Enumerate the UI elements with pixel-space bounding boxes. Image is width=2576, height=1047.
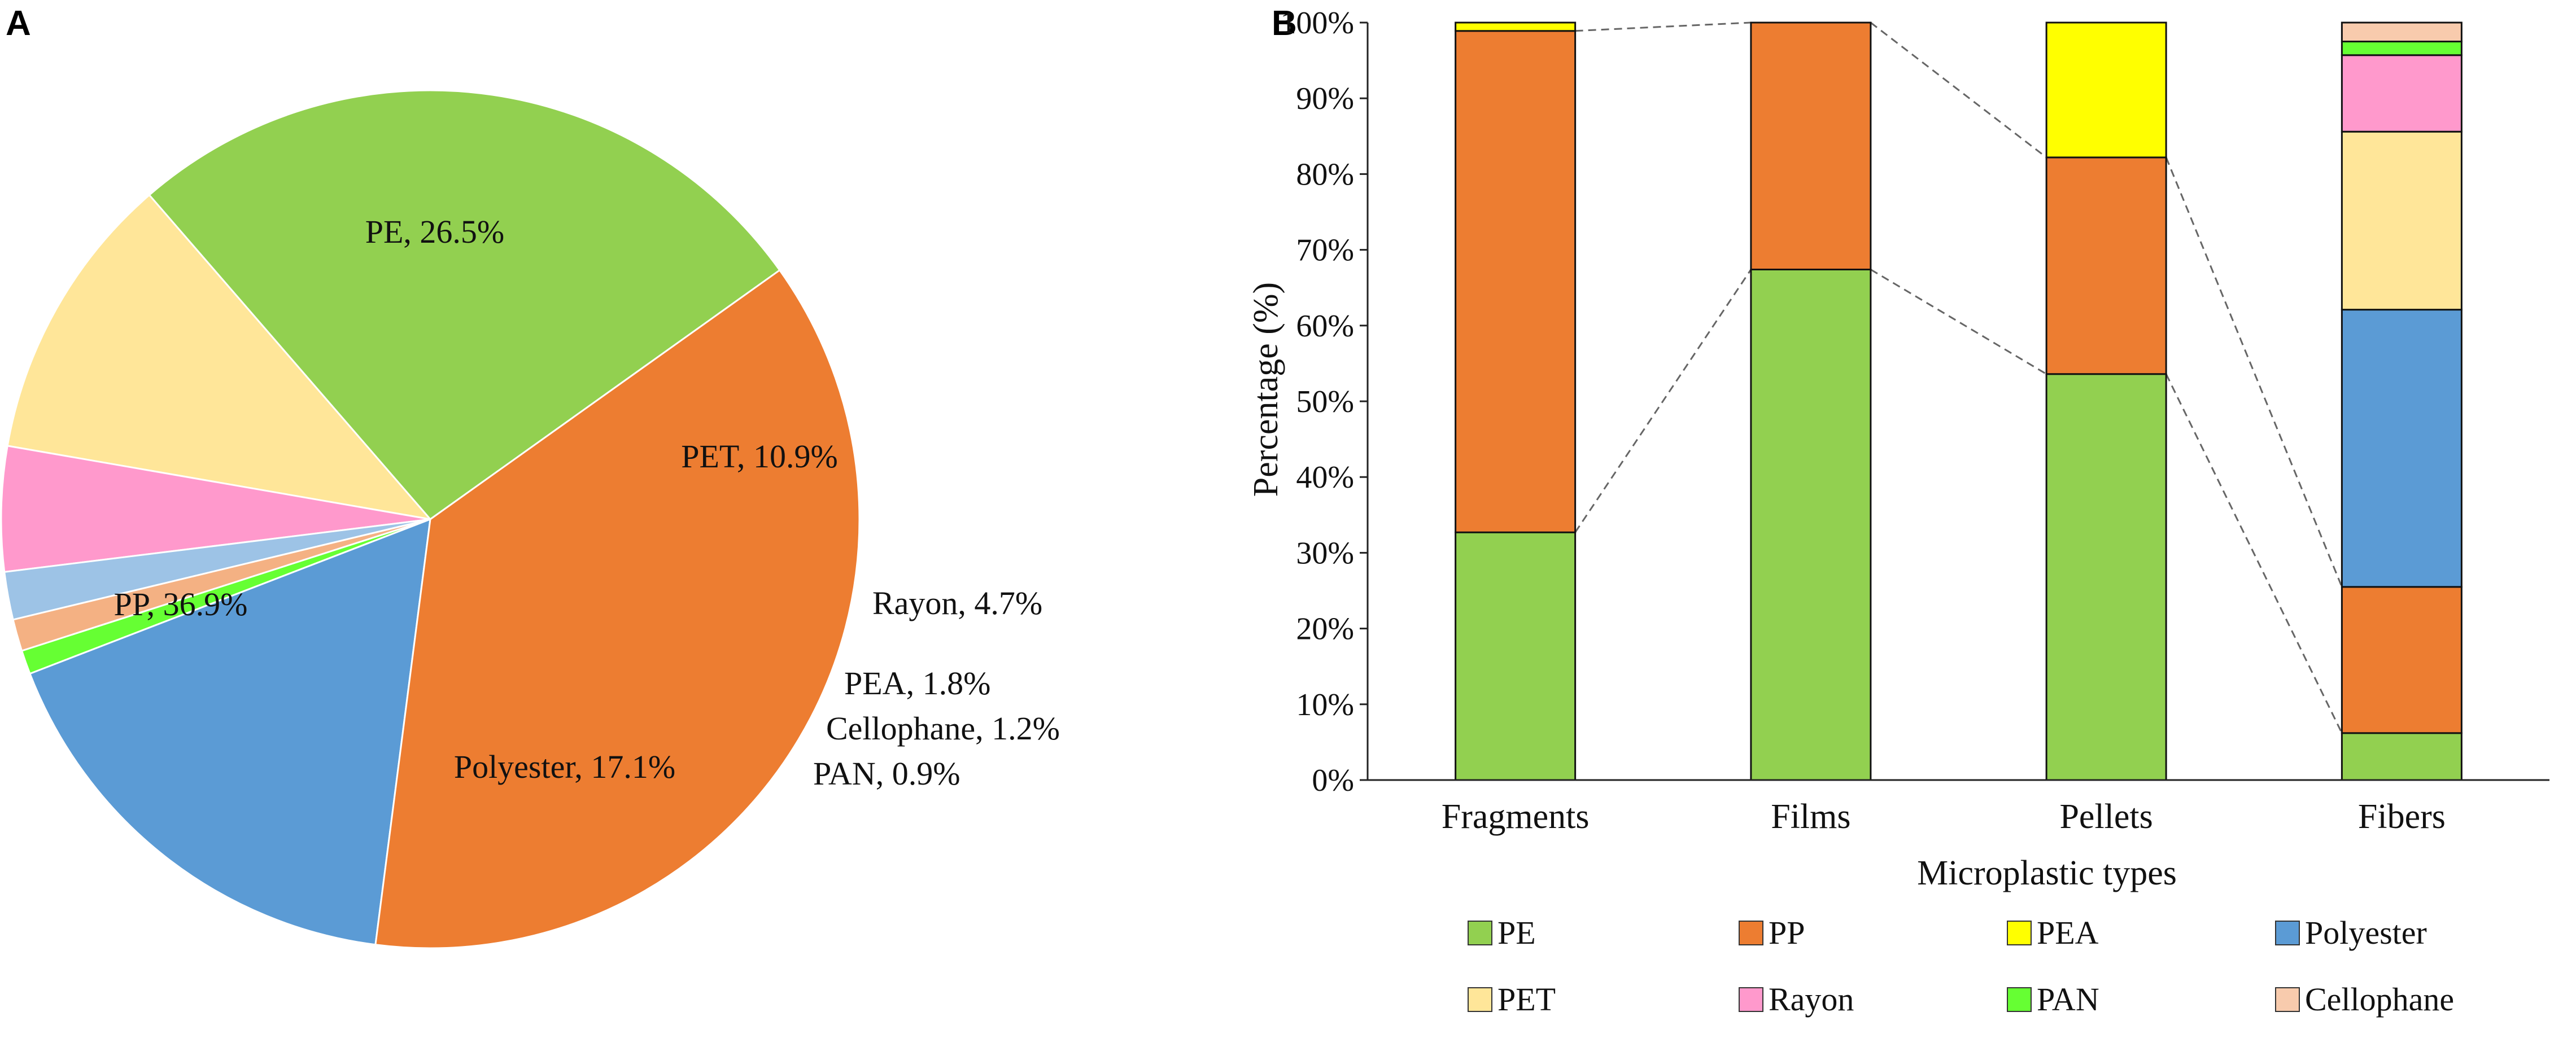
bar-segment-fibers-pan (2341, 41, 2463, 56)
legend-label-polyester: Polyester (2305, 914, 2427, 951)
y-tick-label: 30% (1296, 536, 1354, 571)
pie-slice-pp (374, 269, 861, 949)
y-tick-label: 80% (1296, 157, 1354, 192)
bar-segment-fibers-pp (2341, 586, 2463, 734)
legend-label-pea: PEA (2037, 914, 2099, 951)
y-tick-label: 100% (1280, 6, 1354, 41)
legend-label-pan: PAN (2037, 981, 2099, 1018)
legend-label-pe: PE (1497, 914, 1536, 951)
x-category-fragments: Fragments (1442, 798, 1590, 836)
legend: PE PP PEA Polyester PET Rayon PAN Cellophane (1468, 914, 2454, 1018)
panel-b-letter: B (1272, 4, 1297, 43)
y-tick-label: 90% (1296, 81, 1354, 116)
bar-segment-fibers-pet (2341, 130, 2463, 311)
connector-lines (1574, 21, 2343, 734)
connector-pe (2165, 374, 2343, 734)
y-axis-ticks: 0% 10% 20% 30% 40% 50% 60% 70% 80% 90% 100% (1280, 6, 1368, 798)
pie-slice-polyester (29, 518, 431, 946)
legend-swatch-pan (2007, 987, 2032, 1012)
bar-segment-pellets-pea (2045, 21, 2167, 159)
y-tick-label: 50% (1296, 384, 1354, 419)
bar-segment-fibers-rayon (2341, 54, 2463, 133)
pie-slice-pe (148, 89, 781, 521)
y-tick-label: 20% (1296, 612, 1354, 647)
bar-segment-films-pp (1750, 21, 1872, 270)
pie-slice-rayon (0, 445, 431, 573)
legend-swatch-pea (2007, 921, 2032, 945)
connector-pp (1575, 21, 1751, 32)
bar-segment-fibers-pe (2341, 732, 2463, 781)
bar-segments (1455, 21, 2463, 781)
connector-pe (1574, 269, 1752, 533)
legend-swatch-pp (1739, 921, 1763, 945)
y-tick-label: 60% (1296, 309, 1354, 344)
bar-segment-films-pe (1750, 268, 1872, 781)
legend-label-pp: PP (1769, 914, 1805, 951)
x-category-fibers: Fibers (2358, 798, 2446, 836)
pie-label-pea: PEA, 1.8% (844, 665, 990, 702)
pie-label-pe: PE, 26.5% (365, 213, 505, 250)
pie-label-pan: PAN, 0.9% (813, 755, 960, 792)
connector-pp (1870, 21, 2047, 159)
stacked-bar-chart: 0% 10% 20% 30% 40% 50% 60% 70% 80% 90% 100% Fragme… (1247, 6, 2549, 1018)
x-axis-title: Microplastic types (1917, 854, 2177, 892)
pie-label-pet: PET, 10.9% (681, 438, 838, 475)
legend-label-rayon: Rayon (1769, 981, 1854, 1018)
legend-swatch-cellophane (2275, 987, 2300, 1012)
x-category-pellets: Pellets (2059, 798, 2153, 836)
connector-pp (2165, 157, 2343, 588)
pie-label-cellophane: Cellophane, 1.2% (826, 710, 1060, 747)
legend-swatch-polyester (2275, 921, 2300, 945)
legend-swatch-pe (1468, 921, 1492, 945)
bar-segment-pellets-pe (2045, 373, 2167, 781)
legend-swatch-rayon (1739, 987, 1763, 1012)
y-axis-title: Percentage (%) (1247, 282, 1285, 497)
legend-label-cellophane: Cellophane (2305, 981, 2454, 1018)
x-category-films: Films (1771, 798, 1850, 836)
pie-chart: PE, 26.5% PET, 10.9% Rayon, 4.7% PEA, 1.8% C… (0, 89, 1060, 949)
panel-a-letter: A (6, 4, 31, 43)
bar-segment-fibers-cellophane (2341, 21, 2463, 43)
y-tick-label: 40% (1296, 460, 1354, 495)
x-category-labels: Fragments Films Pellets Fibers (1442, 798, 2446, 836)
y-tick-label: 0% (1312, 763, 1354, 798)
legend-swatch-pet (1468, 987, 1492, 1012)
legend-label-pet: PET (1497, 981, 1556, 1018)
y-tick-label: 70% (1296, 233, 1354, 268)
pie-slice-pet (6, 194, 433, 521)
bar-segment-pellets-pp (2045, 156, 2167, 375)
pie-label-pp: PP, 36.9% (114, 586, 248, 623)
pie-label-polyester: Polyester, 17.1% (454, 748, 675, 785)
connector-pe (1870, 269, 2047, 375)
y-tick-label: 10% (1296, 687, 1354, 722)
bar-segment-fragments-pp (1455, 30, 1577, 533)
bar-segment-fragments-pe (1455, 531, 1577, 781)
pie-label-rayon: Rayon, 4.7% (872, 585, 1042, 621)
bar-segment-fragments-pea (1455, 21, 1577, 32)
bar-segment-fibers-polyester (2341, 309, 2463, 588)
